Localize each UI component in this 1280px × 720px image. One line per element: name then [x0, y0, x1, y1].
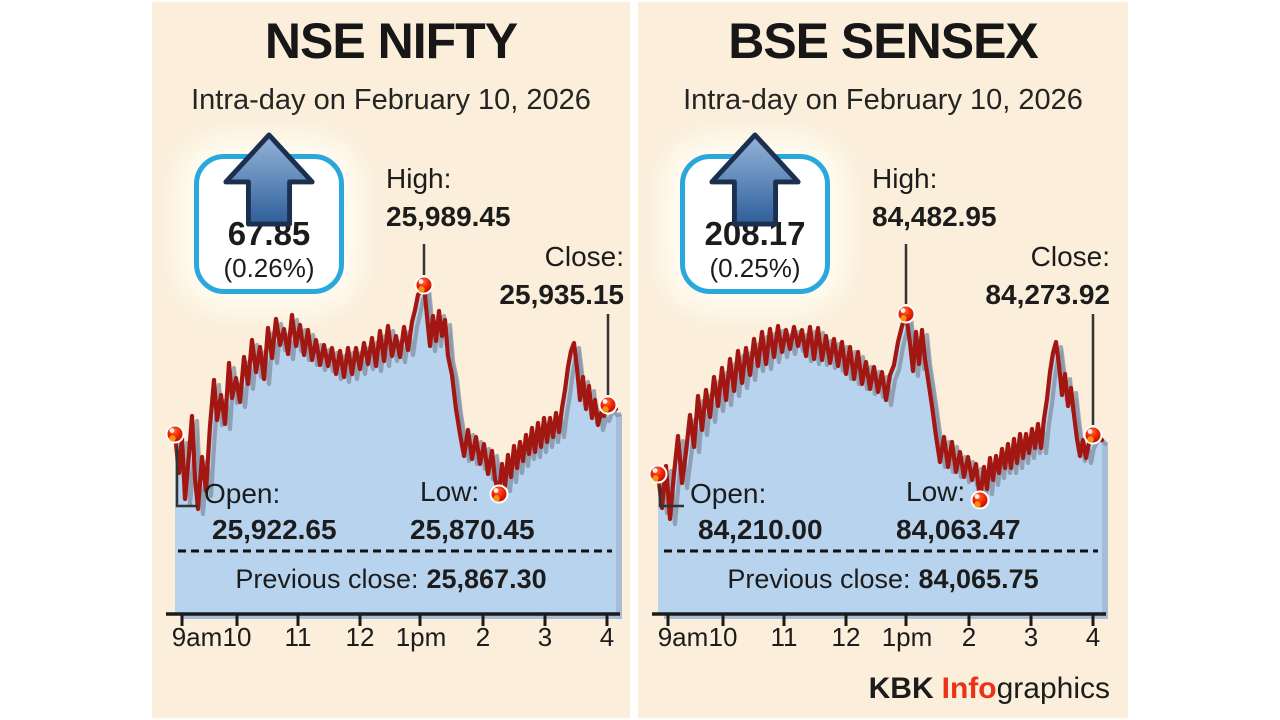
low-label: Low: — [420, 476, 480, 507]
axis-label: 4 — [599, 622, 615, 652]
high-callout: High: 84,482.95 — [872, 160, 997, 236]
high-label: High: — [872, 163, 938, 194]
axis-label: 11 — [770, 622, 798, 652]
open-connector — [175, 446, 198, 508]
axis-label: 1pm — [395, 622, 447, 652]
close-value: 84,273.92 — [985, 279, 1110, 310]
change-badge: 208.17 (0.25%) — [680, 132, 830, 294]
axis-label: 4 — [1085, 622, 1101, 652]
axis-label: 2 — [961, 622, 977, 652]
low-label: Low: — [906, 476, 966, 507]
axis-label: 12 — [831, 622, 861, 652]
previous-close-label: Previous close: — [235, 564, 419, 594]
axis-label: 1pm — [881, 622, 933, 652]
high-marker-icon — [414, 275, 434, 295]
low-value: 84,063.47 — [896, 514, 1021, 545]
axis-label: 11 — [284, 622, 312, 652]
high-label: High: — [386, 163, 452, 194]
axis-label: 9am — [171, 622, 223, 652]
open-label: Open: — [204, 478, 281, 509]
close-label: Close: — [1030, 241, 1110, 272]
credit-graphics: graphics — [996, 672, 1110, 705]
credit-info: Info — [941, 672, 997, 705]
page-title: NSE NIFTY — [264, 13, 518, 69]
low-value: 25,870.45 — [410, 514, 535, 545]
price-line — [655, 311, 1105, 522]
subtitle: Intra-day on February 10, 2026 — [683, 84, 1083, 116]
close-callout: Close: 84,273.92 — [938, 238, 1110, 314]
open-value: 84,210.00 — [698, 514, 823, 545]
infographic-canvas: NSE NIFTY Intra-day on February 10, 2026… — [152, 2, 1128, 718]
open-value: 25,922.65 — [212, 514, 337, 545]
open-marker-icon — [165, 424, 185, 444]
area-fill — [658, 314, 1102, 614]
subtitle: Intra-day on February 10, 2026 — [191, 84, 591, 116]
panel-nse-nifty: NSE NIFTY Intra-day on February 10, 2026… — [152, 2, 630, 718]
open-connector — [658, 486, 684, 508]
low-marker-icon — [970, 490, 990, 510]
axis-label: 12 — [345, 622, 375, 652]
axis-label: 2 — [475, 622, 491, 652]
previous-close-value: 25,867.30 — [426, 564, 547, 594]
axis-label: 10 — [708, 622, 738, 652]
open-label: Open: — [690, 478, 767, 509]
intraday-chart — [648, 244, 1109, 626]
previous-close-label: Previous close: — [727, 564, 911, 594]
area-fill — [175, 285, 616, 614]
axis-label: 3 — [537, 622, 553, 652]
change-percent: (0.25%) — [709, 253, 801, 283]
open-marker-icon — [648, 464, 668, 484]
previous-close: Previous close: 84,065.75 — [638, 564, 1128, 595]
high-value: 25,989.45 — [386, 201, 511, 232]
high-marker-icon — [896, 304, 916, 324]
panel-divider — [630, 2, 638, 718]
high-value: 84,482.95 — [872, 201, 997, 232]
close-marker-icon — [598, 395, 618, 415]
low-marker-icon — [489, 484, 509, 504]
x-axis-labels: 9am 10 11 12 1pm 2 3 4 — [638, 622, 1128, 662]
close-label: Close: — [544, 241, 624, 272]
close-callout: Close: 25,935.15 — [452, 238, 624, 314]
axis-label: 3 — [1023, 622, 1039, 652]
previous-close: Previous close: 25,867.30 — [152, 564, 630, 595]
change-percent: (0.26%) — [223, 253, 315, 283]
change-badge: 67.85 (0.26%) — [194, 132, 344, 294]
intraday-chart — [165, 244, 622, 626]
axis-label: 10 — [222, 622, 252, 652]
up-arrow-icon — [709, 132, 801, 227]
previous-close-value: 84,065.75 — [918, 564, 1039, 594]
panel-bse-sensex: BSE SENSEX Intra-day on February 10, 202… — [638, 2, 1128, 718]
credit-kbk: KBK — [868, 672, 934, 705]
close-value: 25,935.15 — [499, 279, 624, 310]
up-arrow-icon — [223, 132, 315, 227]
price-line — [172, 282, 619, 512]
close-marker-icon — [1083, 425, 1103, 445]
x-axis-labels: 9am 10 11 12 1pm 2 3 4 — [152, 622, 630, 662]
axis-label: 9am — [657, 622, 709, 652]
page-title: BSE SENSEX — [728, 13, 1039, 69]
high-callout: High: 25,989.45 — [386, 160, 511, 236]
credit-line: KBK Infographics — [820, 672, 1110, 706]
